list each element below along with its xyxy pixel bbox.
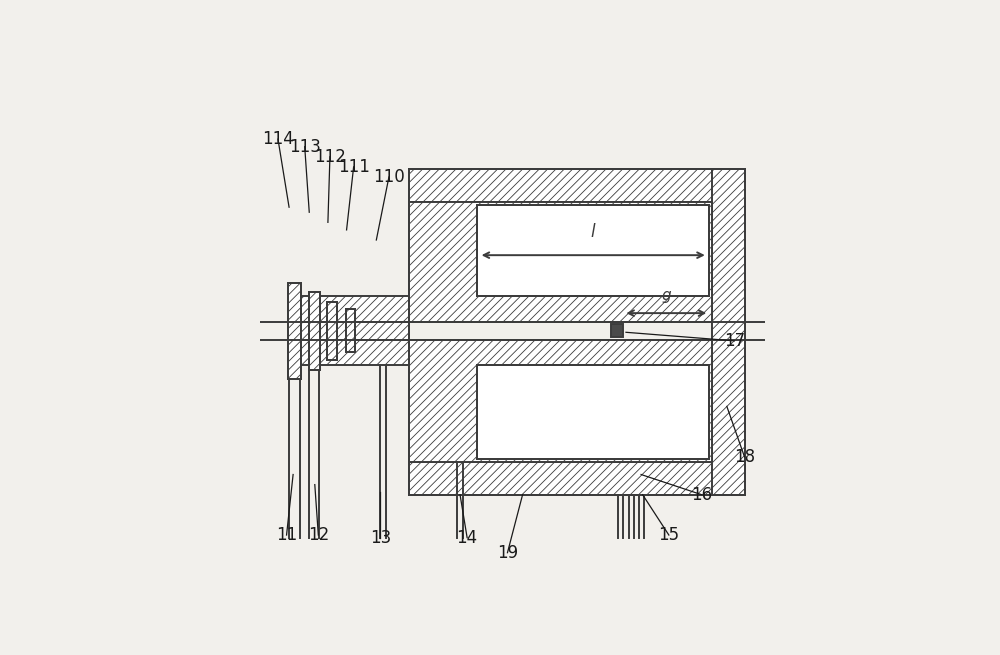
Bar: [409, 462, 745, 495]
Text: 13: 13: [370, 529, 391, 546]
Bar: [295, 297, 409, 322]
Bar: [477, 365, 709, 459]
Text: 111: 111: [338, 158, 370, 176]
Bar: [346, 309, 355, 352]
Bar: [712, 170, 745, 495]
Bar: [409, 202, 712, 322]
Text: 112: 112: [314, 148, 346, 166]
Bar: [346, 309, 355, 352]
Text: l: l: [591, 223, 596, 241]
Bar: [295, 340, 409, 365]
Bar: [309, 291, 320, 370]
Text: 18: 18: [734, 448, 755, 466]
Text: g: g: [662, 288, 671, 303]
Bar: [327, 302, 337, 360]
Text: 16: 16: [691, 486, 712, 504]
Text: 114: 114: [262, 130, 294, 148]
Bar: [295, 322, 409, 340]
Text: 15: 15: [658, 526, 679, 544]
Bar: [477, 204, 709, 297]
Bar: [409, 170, 745, 202]
Bar: [409, 340, 712, 462]
Bar: [288, 283, 301, 379]
Text: 12: 12: [308, 526, 329, 544]
Bar: [611, 324, 623, 337]
Bar: [327, 302, 337, 360]
Bar: [309, 291, 320, 370]
Bar: [409, 170, 745, 495]
Text: 110: 110: [373, 168, 405, 186]
Bar: [288, 283, 301, 379]
Text: 113: 113: [289, 138, 321, 156]
Text: 19: 19: [497, 544, 518, 562]
Text: 11: 11: [276, 526, 297, 544]
Text: 17: 17: [724, 332, 745, 350]
Text: 14: 14: [457, 529, 478, 546]
